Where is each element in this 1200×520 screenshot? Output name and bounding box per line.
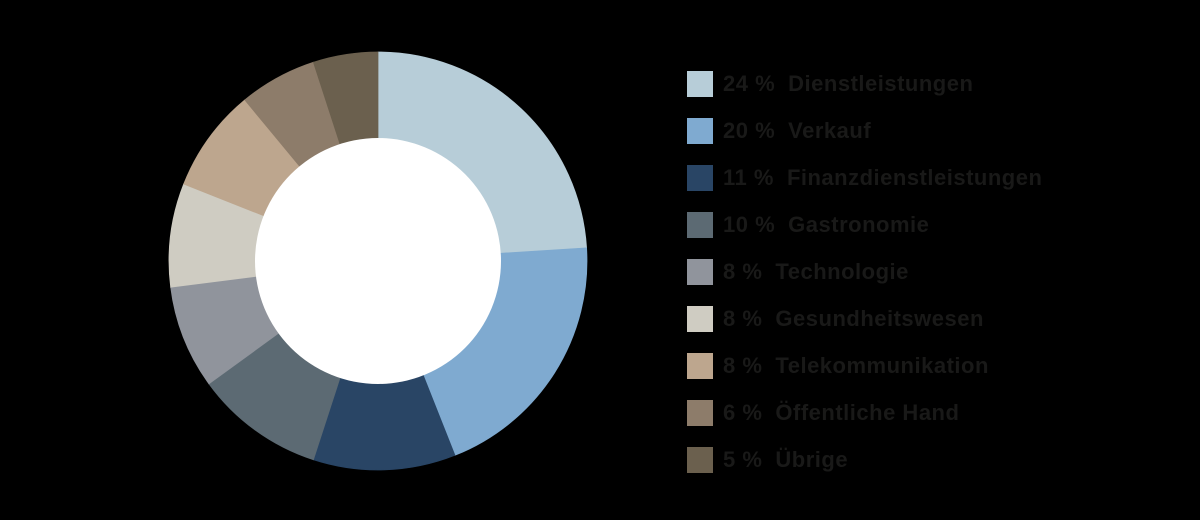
legend-item: 10 % Gastronomie bbox=[687, 201, 1042, 248]
legend-label: Gastronomie bbox=[788, 211, 930, 237]
legend-item: 8 % Telekommunikation bbox=[687, 342, 1042, 389]
legend-percent: 8 % bbox=[723, 258, 763, 284]
legend-swatch bbox=[687, 117, 713, 144]
legend-item: 6 % Öffentliche Hand bbox=[687, 389, 1042, 436]
legend-percent: 11 % bbox=[723, 164, 774, 190]
legend-swatch bbox=[687, 305, 713, 332]
legend-percent: 24 % bbox=[723, 70, 776, 96]
legend-label: Übrige bbox=[775, 446, 849, 472]
legend-label: Telekommunikation bbox=[775, 352, 989, 378]
legend-percent: 6 % bbox=[723, 399, 763, 425]
legend-label: Öffentliche Hand bbox=[775, 399, 960, 425]
legend-percent: 8 % bbox=[723, 352, 763, 378]
legend-label: Technologie bbox=[775, 258, 909, 284]
legend-swatch bbox=[687, 258, 713, 285]
legend-item: 20 % Verkauf bbox=[687, 107, 1042, 154]
legend-label: Gesundheitswesen bbox=[775, 305, 984, 331]
legend-percent: 20 % bbox=[723, 117, 776, 143]
legend-item: 8 % Technologie bbox=[687, 248, 1042, 295]
donut-hole bbox=[255, 138, 501, 384]
legend-item: 24 % Dienstleistungen bbox=[687, 60, 1042, 107]
legend-label: Dienstleistungen bbox=[788, 70, 974, 96]
donut-chart bbox=[168, 51, 588, 471]
legend-swatch bbox=[687, 70, 713, 97]
legend-swatch bbox=[687, 352, 713, 379]
legend-item: 11 % Finanzdienstleistungen bbox=[687, 154, 1042, 201]
legend-percent: 5 % bbox=[723, 446, 763, 472]
legend-label: Verkauf bbox=[788, 117, 872, 143]
legend-label: Finanzdienstleistungen bbox=[786, 164, 1043, 190]
legend-swatch bbox=[687, 164, 713, 191]
legend-swatch bbox=[687, 211, 713, 238]
legend-percent: 10 % bbox=[723, 211, 776, 237]
legend-swatch bbox=[687, 399, 713, 426]
legend-percent: 8 % bbox=[723, 305, 763, 331]
legend-item: 5 % Übrige bbox=[687, 436, 1042, 483]
legend-item: 8 % Gesundheitswesen bbox=[687, 295, 1042, 342]
legend-swatch bbox=[687, 446, 713, 473]
legend: 24 % Dienstleistungen 20 % Verkauf 11 % … bbox=[687, 60, 1042, 483]
